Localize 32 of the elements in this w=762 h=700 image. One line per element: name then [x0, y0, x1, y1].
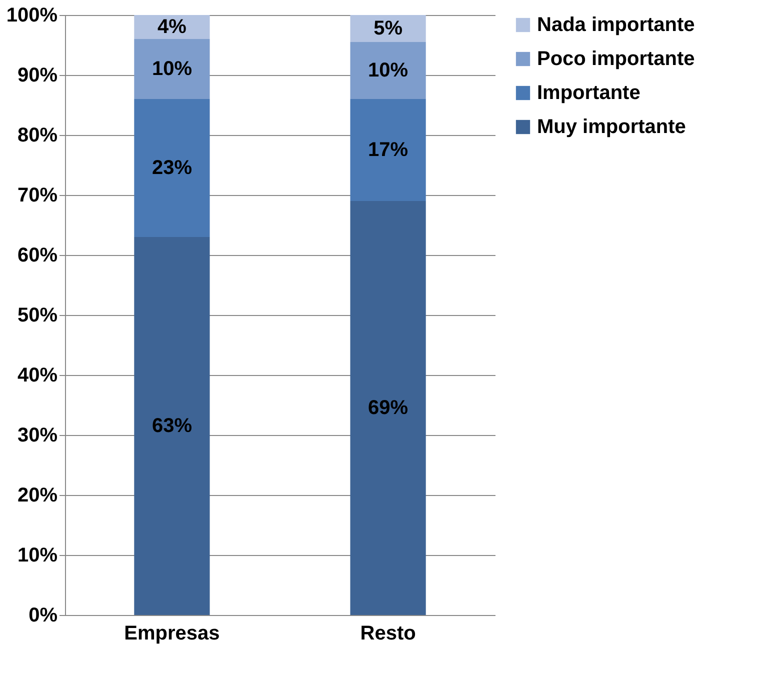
y-tick-label: 50% — [17, 304, 58, 326]
data-label: 17% — [368, 139, 408, 161]
x-tick-label: Empresas — [124, 622, 220, 644]
y-tick-label: 40% — [17, 364, 58, 386]
legend-label: Importante — [537, 82, 640, 104]
bar — [350, 42, 426, 99]
y-tick-label: 20% — [17, 484, 58, 506]
y-tick-label: 70% — [17, 184, 58, 206]
bar — [350, 201, 426, 615]
x-tick-label: Resto — [360, 622, 416, 644]
y-tick-label: 80% — [17, 124, 58, 146]
y-tick-label: 30% — [17, 424, 58, 446]
y-tick-label: 90% — [17, 64, 58, 86]
y-tick-label: 100% — [6, 4, 58, 26]
y-tick-label: 10% — [17, 544, 58, 566]
data-label: 10% — [368, 60, 408, 82]
data-label: 69% — [368, 397, 408, 419]
data-label: 5% — [374, 18, 403, 40]
bar — [350, 15, 426, 42]
data-label: 10% — [152, 58, 192, 80]
bar — [350, 99, 426, 201]
legend-label: Nada importante — [537, 14, 695, 36]
data-label: 63% — [152, 415, 192, 437]
legend-label: Muy importante — [537, 116, 686, 138]
bar — [134, 237, 210, 615]
data-label: 23% — [152, 157, 192, 179]
bar — [134, 99, 210, 237]
legend-label: Poco importante — [537, 48, 695, 70]
y-tick-label: 60% — [17, 244, 58, 266]
data-label: 4% — [158, 16, 187, 38]
y-tick-label: 0% — [28, 604, 58, 626]
bar — [134, 39, 210, 99]
